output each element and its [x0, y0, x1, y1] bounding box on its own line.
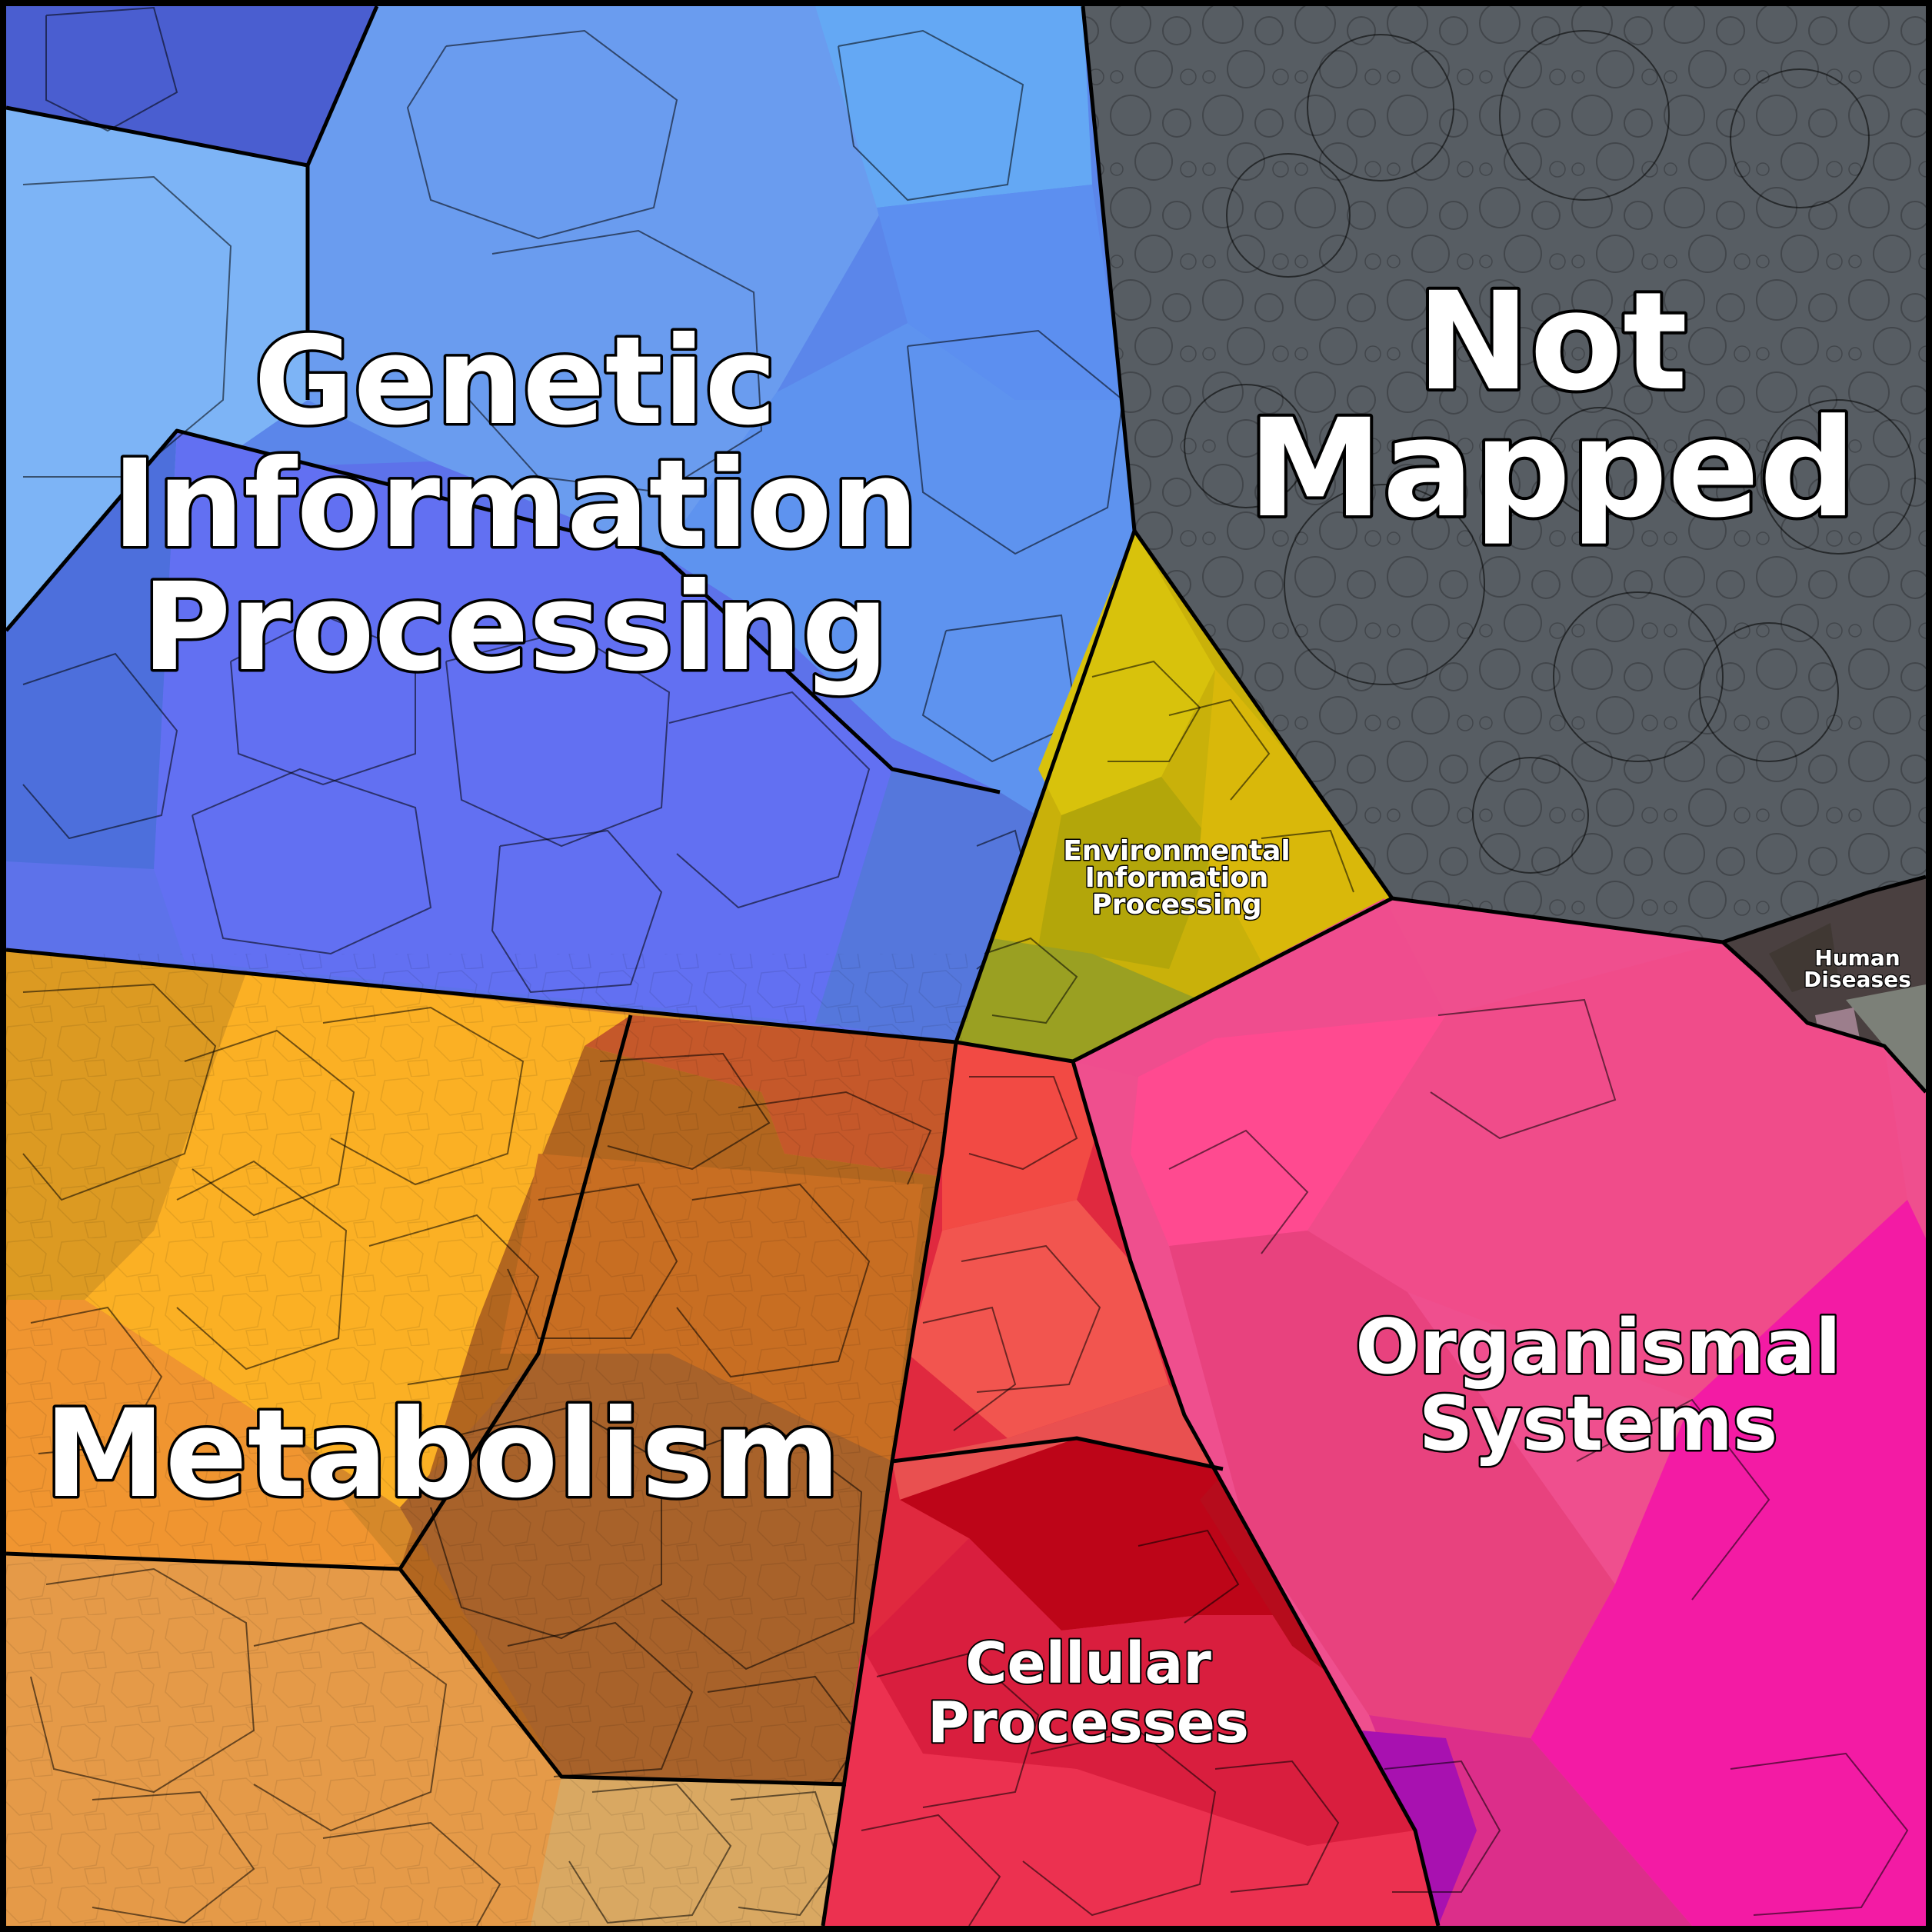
label-environmental-line-2: Information	[1085, 862, 1269, 894]
label-genetic-line-2: Information	[112, 434, 918, 575]
label-environmental-line-3: Processing	[1091, 889, 1261, 921]
region-cellular-processes	[823, 1042, 1438, 1927]
label-genetic-information-processing: Genetic Information Processing	[109, 308, 921, 701]
label-human-diseases-line-2: Diseases	[1804, 967, 1911, 992]
label-not-mapped: Not Mapped	[1244, 260, 1859, 551]
label-genetic-line-3: Processing	[142, 557, 889, 698]
region-organismal-systems	[1073, 898, 1926, 1926]
label-genetic-line-1: Genetic	[254, 311, 777, 452]
label-cellular-line-1: Cellular	[965, 1631, 1211, 1697]
region-not-mapped	[1083, 6, 1926, 942]
label-organismal-line-1: Organismal	[1355, 1304, 1840, 1391]
label-not-mapped-line-1: Not	[1417, 263, 1687, 421]
label-cellular-line-2: Processes	[928, 1690, 1249, 1756]
label-organismal-line-2: Systems	[1419, 1381, 1778, 1468]
label-environmental-line-1: Environmental	[1063, 835, 1291, 867]
label-environmental-information-processing: Environmental Information Processing	[1062, 834, 1292, 922]
region-metabolism	[6, 950, 968, 1927]
label-metabolism-line-1: Metabolism	[44, 1384, 840, 1525]
label-cellular-processes: Cellular Processes	[926, 1629, 1251, 1757]
label-not-mapped-line-2: Mapped	[1247, 390, 1856, 548]
region-human-diseases	[1723, 877, 1926, 1092]
label-human-diseases-line-1: Human	[1814, 945, 1900, 971]
label-human-diseases: Human Diseases	[1803, 944, 1912, 994]
region-environmental-information-processing	[956, 531, 1392, 1061]
label-metabolism: Metabolism	[42, 1381, 843, 1528]
label-organismal-systems: Organismal Systems	[1354, 1302, 1843, 1471]
region-genetic-information-processing	[6, 6, 1137, 1044]
